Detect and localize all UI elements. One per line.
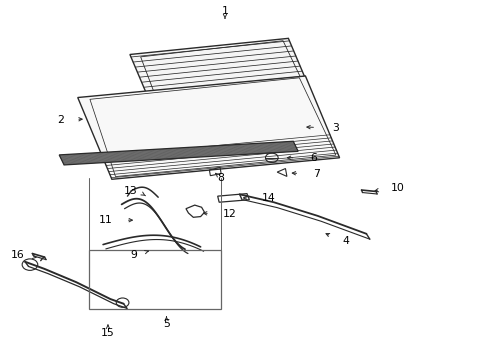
- Text: 5: 5: [163, 319, 169, 329]
- Polygon shape: [78, 76, 339, 179]
- Text: 9: 9: [130, 249, 137, 260]
- Text: 3: 3: [331, 123, 339, 133]
- Polygon shape: [59, 141, 298, 165]
- Text: 13: 13: [123, 186, 137, 196]
- Text: 2: 2: [57, 115, 64, 125]
- Polygon shape: [130, 39, 322, 135]
- Text: 7: 7: [312, 169, 319, 179]
- Text: 11: 11: [99, 215, 113, 225]
- Text: 4: 4: [341, 236, 348, 246]
- Text: 15: 15: [101, 328, 115, 338]
- Text: 6: 6: [310, 153, 317, 163]
- Text: 10: 10: [390, 183, 404, 193]
- Text: 1: 1: [221, 6, 228, 17]
- Text: 12: 12: [222, 209, 236, 219]
- Text: 8: 8: [217, 173, 224, 183]
- Text: 16: 16: [10, 250, 24, 260]
- Bar: [89, 250, 221, 309]
- Text: 14: 14: [261, 193, 275, 203]
